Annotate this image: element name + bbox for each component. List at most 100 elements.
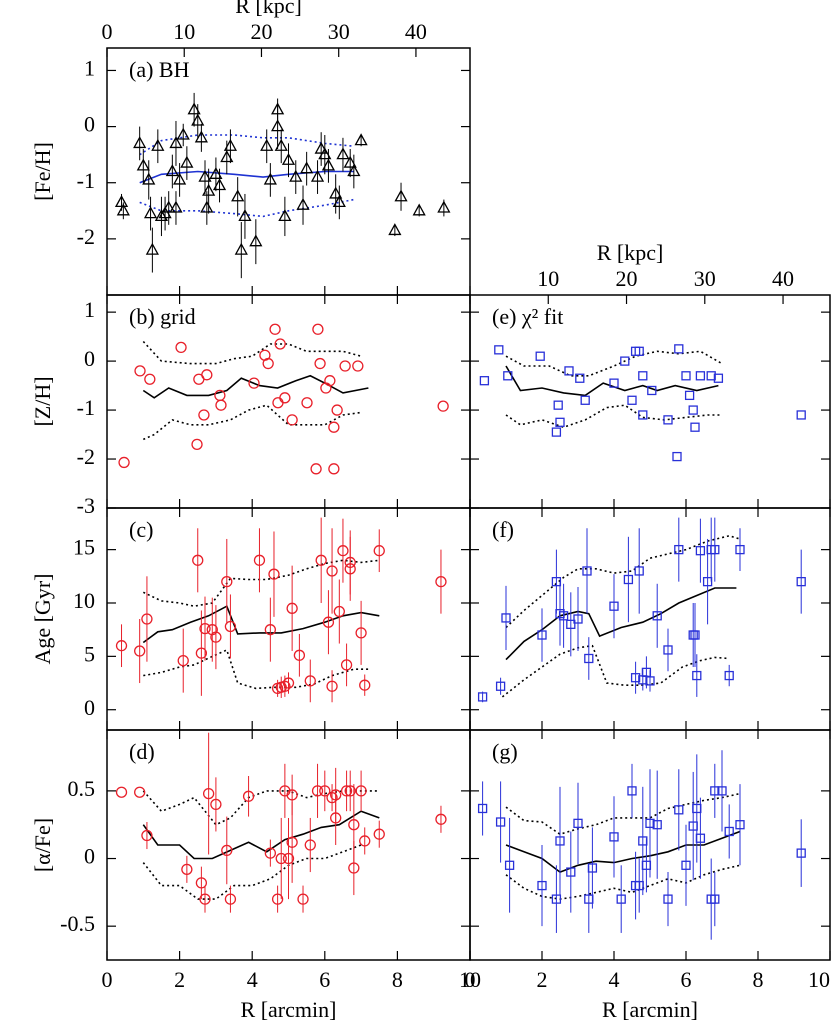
point: [347, 164, 361, 177]
point: [248, 377, 260, 389]
point: [582, 566, 592, 576]
point: [195, 647, 208, 659]
point: [242, 790, 255, 802]
point: [717, 786, 727, 796]
point: [634, 566, 644, 576]
point: [142, 172, 156, 185]
point: [151, 138, 165, 151]
y-axis-label: [Z/H]: [30, 376, 55, 426]
point: [324, 375, 336, 387]
point: [319, 785, 331, 797]
point: [435, 813, 447, 825]
point: [663, 894, 673, 904]
point: [271, 893, 284, 905]
point: [141, 829, 153, 842]
plot-area: [115, 517, 447, 703]
point: [114, 195, 129, 208]
y-tick-label: 1: [84, 297, 95, 322]
point: [681, 860, 691, 870]
envelope-line: [505, 534, 741, 629]
point: [340, 659, 353, 671]
point: [262, 357, 274, 370]
point: [145, 242, 159, 255]
point: [176, 127, 190, 140]
point: [314, 357, 326, 370]
point: [169, 136, 183, 149]
envelope-line: [142, 404, 362, 441]
point: [195, 877, 208, 889]
plot-area: [477, 750, 806, 940]
point: [200, 200, 214, 213]
point: [181, 863, 193, 876]
point: [194, 130, 208, 143]
x-tick-label: 2: [174, 967, 185, 992]
point: [555, 836, 565, 846]
point: [310, 463, 322, 475]
point: [339, 360, 351, 372]
y-tick-label: 0: [84, 112, 95, 137]
point: [221, 575, 233, 588]
point: [282, 852, 295, 865]
top-tick-label: 10: [537, 266, 559, 291]
point: [652, 820, 662, 830]
point: [623, 574, 634, 585]
point: [281, 152, 296, 165]
point: [191, 113, 205, 126]
point: [584, 653, 594, 664]
point: [348, 819, 360, 831]
point: [321, 158, 336, 171]
point: [304, 675, 316, 687]
x-tick-label: 4: [247, 967, 258, 992]
x-tick-label: 10: [808, 967, 830, 992]
y-tick-label: -1: [77, 168, 95, 193]
point: [286, 789, 298, 801]
point: [394, 189, 408, 202]
point: [437, 200, 451, 213]
point: [326, 680, 338, 692]
y-tick-label: 0: [84, 844, 95, 869]
point: [202, 183, 216, 196]
point: [210, 631, 222, 643]
point: [318, 147, 332, 160]
point: [332, 195, 346, 208]
point: [326, 565, 338, 577]
panel-frame: [469, 729, 831, 961]
point: [296, 197, 310, 210]
point: [192, 554, 204, 566]
median-line: [505, 587, 737, 661]
point: [274, 138, 288, 151]
point: [573, 818, 583, 829]
point: [616, 894, 626, 904]
point: [566, 867, 576, 877]
y-tick-label: 0.5: [68, 776, 96, 801]
point: [202, 787, 215, 800]
point: [177, 654, 189, 667]
point: [710, 786, 720, 796]
envelope-line: [142, 790, 380, 826]
point: [587, 863, 598, 873]
point: [301, 397, 313, 409]
point: [264, 847, 277, 859]
point: [735, 820, 745, 830]
y-tick-label: 0: [84, 695, 95, 720]
x-axis-label: R [arcmin]: [241, 997, 337, 1022]
point: [647, 385, 657, 396]
point: [253, 554, 266, 566]
point: [501, 613, 511, 623]
point: [630, 673, 641, 683]
point: [293, 649, 306, 661]
point: [674, 805, 684, 815]
point: [180, 155, 194, 168]
point: [282, 677, 295, 689]
point: [695, 546, 706, 556]
point: [297, 893, 309, 905]
point: [348, 862, 360, 874]
panel-label: (a) BH: [129, 57, 190, 82]
point: [231, 189, 245, 202]
point: [690, 630, 700, 640]
point: [304, 839, 316, 851]
point: [310, 169, 325, 182]
point: [724, 826, 734, 837]
plot-area: [114, 92, 451, 279]
point: [388, 223, 402, 236]
